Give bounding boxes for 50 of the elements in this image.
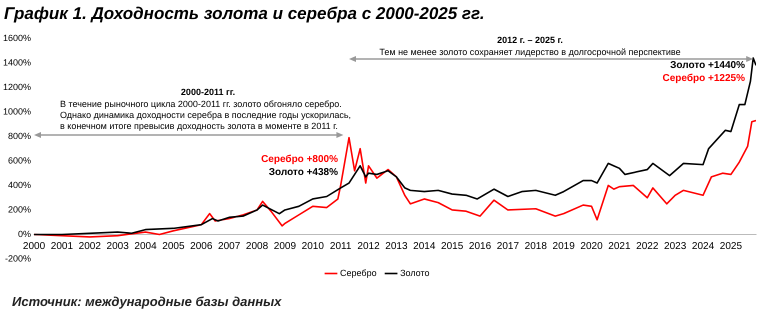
x-tick-label: 2013 xyxy=(385,241,408,252)
y-tick-label: 600% xyxy=(8,155,32,166)
x-tick-label: 2011 xyxy=(330,241,352,252)
y-tick-label: 1400% xyxy=(2,57,32,68)
legend-label: Золото xyxy=(400,268,430,278)
annotation: Золото +438% xyxy=(268,167,338,178)
x-tick-label: 2000 xyxy=(22,241,46,252)
x-tick-label: 2023 xyxy=(664,241,687,252)
x-tick-label: 2005 xyxy=(162,241,185,252)
y-tick-label: 1600% xyxy=(2,32,32,43)
x-tick-label: 2003 xyxy=(106,241,130,252)
annotation: в конечном итоге превысив доходность золота в моменте в 2011 г. xyxy=(60,121,338,131)
x-tick-label: 2018 xyxy=(524,241,548,252)
annotation: 2000-2011 гг. xyxy=(180,87,236,97)
y-tick-label: 800% xyxy=(8,130,32,141)
y-tick-label: 1000% xyxy=(2,106,32,116)
annotation: Серебро +1225% xyxy=(662,73,745,84)
x-tick-label: 2021 xyxy=(608,241,631,252)
x-tick-label: 2004 xyxy=(134,241,158,252)
x-tick-label: 2012 xyxy=(357,241,380,252)
x-tick-label: 2008 xyxy=(246,241,269,252)
y-tick-label: 200% xyxy=(8,204,32,214)
y-tick-label: 400% xyxy=(8,180,32,190)
y-tick-label: 0% xyxy=(18,228,32,239)
x-tick-label: 2020 xyxy=(580,241,604,252)
legend-label: Серебро xyxy=(340,268,377,278)
x-tick-label: 2010 xyxy=(302,241,324,252)
text: Источник: международные базы данных xyxy=(12,294,282,309)
x-tick-label: 2015 xyxy=(441,241,464,252)
x-tick-label: 2006 xyxy=(190,241,213,252)
annotation: Серебро +800% xyxy=(261,154,338,165)
chart-title: График 1. Доходность золота и серебра с 2000-2025 гг. xyxy=(4,4,485,24)
x-tick-label: 2009 xyxy=(274,241,296,252)
y-tick-label: -200% xyxy=(5,253,32,264)
x-tick-label: 2022 xyxy=(636,241,659,252)
x-tick-label: 2024 xyxy=(692,241,715,252)
y-tick-label: 1200% xyxy=(2,82,32,92)
annotation: Однако динамика доходности серебра в последние годы ускорилась, xyxy=(60,110,352,120)
annotation: Тем не менее золото сохраняет лидерство в долгосрочной перспективе xyxy=(379,47,681,57)
x-tick-label: 2001 xyxy=(50,241,74,252)
x-tick-label: 2025 xyxy=(720,241,742,252)
x-tick-label: 2007 xyxy=(218,241,241,252)
x-tick-label: 2016 xyxy=(468,241,492,252)
annotation: В течение рыночного цикла 2000-2011 гг. золото обгоняло серебро. xyxy=(60,99,342,109)
x-tick-label: 2019 xyxy=(552,241,576,252)
annotation: 2012 г. – 2025 г. xyxy=(497,35,563,45)
annotation: Золото +1440% xyxy=(670,60,745,71)
x-tick-label: 2014 xyxy=(413,241,436,252)
x-tick-label: 2017 xyxy=(496,241,520,252)
x-tick-label: 2002 xyxy=(78,241,102,252)
